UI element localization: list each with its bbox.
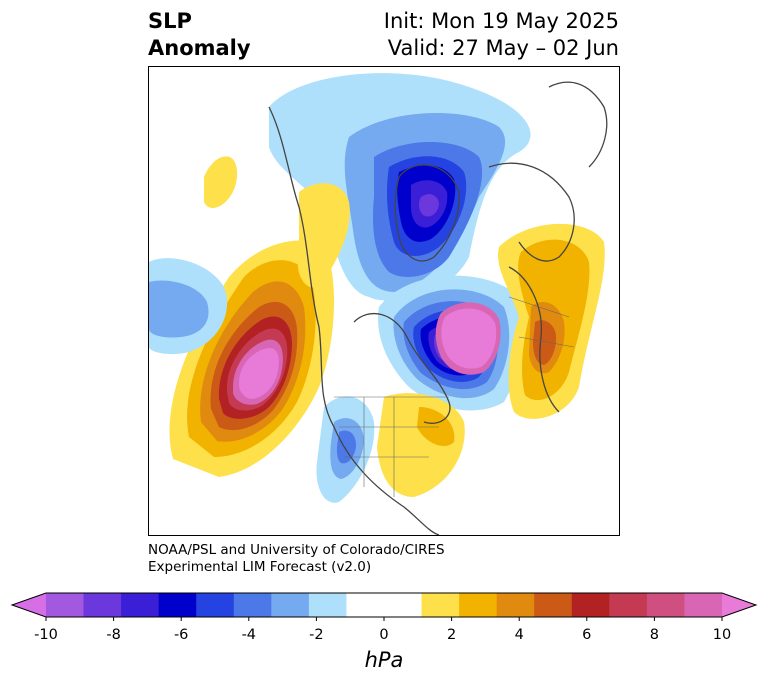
colorbar-tick-label: 0 (379, 627, 389, 643)
colorbar-tick-labels: -10 -8 -6 -4 -2 0 2 4 6 8 10 (0, 627, 768, 647)
slp-anomaly-map (148, 66, 620, 536)
borders (334, 296, 575, 497)
colorbar-tick-label: -2 (309, 627, 324, 643)
colorbar-tick-label: -6 (173, 627, 189, 643)
colorbar-tick-label: 4 (514, 627, 524, 643)
colorbar-cell (346, 593, 385, 617)
valid-range: Valid: 27 May – 02 Jun (387, 36, 619, 60)
colorbar-extend-low (12, 593, 46, 617)
colorbar-unit: hPa (364, 648, 404, 672)
central-pacific-low (149, 258, 228, 355)
colorbar-cell (46, 593, 85, 617)
title-line-2: Anomaly (148, 36, 251, 60)
anomaly-field (149, 73, 608, 535)
colorbar-tick-label: 8 (649, 627, 660, 643)
eastern-na-high (297, 183, 465, 497)
map-title: SLP Anomaly (148, 8, 251, 62)
colorbar-tick-label: -8 (106, 627, 121, 643)
colorbar-cell (534, 593, 573, 617)
colorbar-tick-label: -4 (241, 627, 257, 643)
colorbar-extend-high (722, 593, 756, 617)
credit-text: NOAA/PSL and University of Colorado/CIRE… (148, 542, 445, 576)
colorbar-cell (158, 593, 197, 617)
colorbar-tick-label: 2 (446, 627, 457, 643)
colorbar-cell (83, 593, 122, 617)
colorbar-cell (459, 593, 498, 617)
colorbar-cell (308, 593, 347, 617)
coastlines (268, 81, 608, 535)
colorbar-cell (233, 593, 272, 617)
forecast-dates: Init: Mon 19 May 2025 Valid: 27 May – 02… (384, 8, 619, 62)
colorbar-cell (384, 593, 423, 617)
title-line-1: SLP (148, 9, 192, 33)
ne-pacific-high (169, 240, 334, 477)
colorbar-cell (609, 593, 648, 617)
colorbar (10, 592, 758, 621)
colorbar-tick-label: 10 (712, 627, 732, 643)
europe-high (498, 223, 605, 419)
credit-line-2: Experimental LIM Forecast (v2.0) (148, 559, 372, 575)
colorbar-cell (646, 593, 685, 617)
credit-line-1: NOAA/PSL and University of Colorado/CIRE… (148, 542, 445, 558)
north-atlantic-low (378, 275, 524, 411)
init-date: Init: Mon 19 May 2025 (383, 9, 619, 33)
colorbar-tick-label: 6 (582, 627, 592, 643)
colorbar-cell (571, 593, 610, 617)
colorbar-tick-label: -10 (34, 627, 58, 643)
colorbar-cell (121, 593, 160, 617)
colorbar-cell (271, 593, 310, 617)
colorbar-cells (10, 592, 758, 621)
small-pacific-high (204, 156, 238, 208)
colorbar-cell (196, 593, 235, 617)
colorbar-cell (684, 593, 723, 617)
colorbar-cell (496, 593, 535, 617)
colorbar-cell (421, 593, 460, 617)
